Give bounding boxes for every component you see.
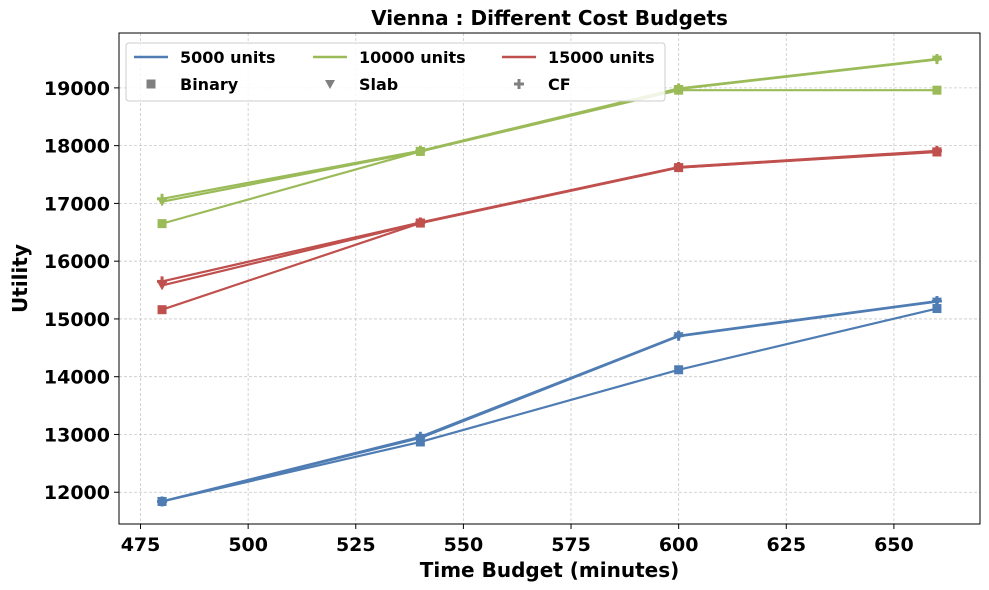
legend-label: 10000 units (359, 48, 466, 67)
series-line-15000-units-slab (161, 150, 938, 287)
legend-marker-cf (514, 79, 524, 89)
data-point-15000-units-cf (157, 276, 168, 287)
data-point-10000-units-binary (932, 85, 942, 95)
series-line-15000-units-cf (161, 149, 938, 283)
y-tick-label: 13000 (44, 424, 110, 446)
x-tick-label: 550 (444, 534, 484, 556)
data-point-5000-units-binary (674, 365, 684, 375)
data-point-15000-units-cf (673, 162, 684, 173)
data-point-5000-units-cf (931, 296, 942, 307)
series-line-10000-units-cf (161, 57, 938, 200)
x-axis-label: Time Budget (minutes) (420, 558, 680, 582)
plot-frame (118, 32, 981, 525)
data-point-5000-units-cf (673, 330, 684, 341)
grid (119, 33, 980, 524)
series-layer (157, 53, 942, 507)
legend-marker-binary (146, 79, 156, 89)
legend-label: 5000 units (180, 48, 276, 67)
y-tick-label: 12000 (44, 482, 110, 504)
x-tick-label: 650 (874, 534, 914, 556)
data-point-5000-units-cf (157, 496, 168, 507)
y-tick-label: 18000 (44, 136, 110, 158)
data-point-10000-units-cf (931, 53, 942, 64)
data-point-10000-units-cf (673, 83, 684, 94)
x-tick-label: 525 (336, 534, 376, 556)
x-tick-label: 625 (766, 534, 806, 556)
legend-label: Slab (359, 75, 398, 94)
y-tick-label: 17000 (44, 193, 110, 215)
x-tick-label: 575 (551, 534, 591, 556)
data-point-15000-units-binary (157, 305, 167, 315)
series-line-15000-units-binary (161, 150, 938, 311)
legend: 5000 units 10000 units 15000 units Binary Sl… (125, 42, 666, 102)
chart-title: Vienna : Different Cost Budgets (371, 6, 728, 30)
series-line-5000-units-binary (161, 307, 938, 503)
data-point-5000-units-cf (415, 431, 426, 442)
y-axis-label: Utility (8, 244, 32, 313)
series-line-5000-units-cf (161, 299, 938, 503)
data-point-10000-units-binary (157, 219, 167, 229)
y-tick-label: 15000 (44, 309, 110, 331)
legend-label: CF (548, 75, 571, 94)
x-tick-label: 500 (228, 534, 268, 556)
data-point-15000-units-cf (415, 217, 426, 228)
legend-label: Binary (180, 75, 239, 94)
data-point-15000-units-cf (931, 145, 942, 156)
x-tick-label: 600 (659, 534, 699, 556)
legend-marker-slab (325, 80, 335, 89)
x-tick-label: 475 (121, 534, 161, 556)
y-tick-label: 19000 (44, 78, 110, 100)
axes-ticks: 475 500 525 550 575 600 625 650 12000 13000 14000 1… (44, 78, 914, 556)
data-point-10000-units-cf (415, 145, 426, 156)
legend-label: 15000 units (548, 48, 655, 67)
data-point-5000-units-binary (932, 304, 942, 314)
y-tick-label: 16000 (44, 251, 110, 273)
data-point-10000-units-cf (157, 193, 168, 204)
y-tick-label: 14000 (44, 367, 110, 389)
